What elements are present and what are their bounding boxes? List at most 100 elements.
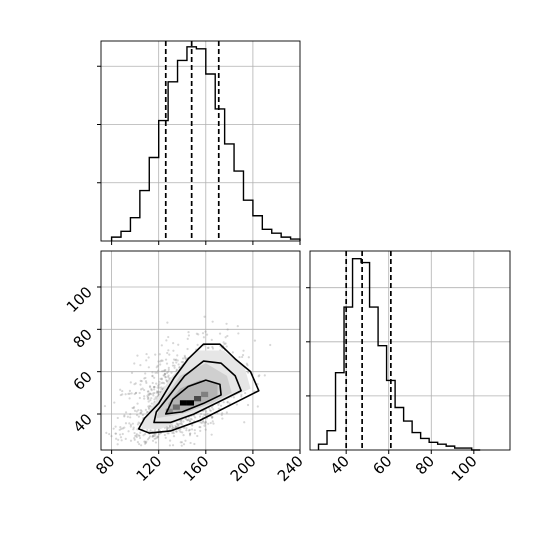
histogram-bar xyxy=(130,218,139,241)
scatter-point xyxy=(157,393,160,396)
scatter-point xyxy=(165,362,169,365)
histogram-bar xyxy=(327,431,336,450)
scatter-point xyxy=(182,360,185,364)
scatter-point xyxy=(186,419,190,422)
scatter-point xyxy=(139,364,142,367)
scatter-point xyxy=(189,417,192,421)
scatter-point xyxy=(253,339,257,342)
scatter-point xyxy=(134,382,137,385)
scatter-point xyxy=(128,422,131,425)
scatter-point xyxy=(140,410,143,413)
scatter-point xyxy=(151,381,154,385)
scatter-point xyxy=(133,392,136,396)
scatter-point xyxy=(156,435,160,439)
histogram-bar xyxy=(370,307,379,450)
density-cell xyxy=(172,404,180,410)
y-tick-label: 40 xyxy=(70,410,96,436)
scatter-point xyxy=(133,431,136,435)
scatter-point xyxy=(159,360,162,363)
histogram-bar xyxy=(140,191,149,241)
scatter-point xyxy=(199,412,203,416)
scatter-point xyxy=(153,391,156,395)
scatter-point xyxy=(247,356,250,359)
scatter-point xyxy=(204,421,208,424)
scatter-point xyxy=(191,424,194,427)
scatter-point xyxy=(164,376,167,379)
scatter-point xyxy=(160,388,163,391)
scatter-point xyxy=(163,374,166,377)
scatter-point xyxy=(144,440,147,443)
scatter-point xyxy=(204,421,207,424)
scatter-point xyxy=(124,411,128,414)
scatter-point xyxy=(156,386,159,389)
scatter-point xyxy=(153,433,156,436)
scatter-point xyxy=(138,391,141,395)
scatter-point xyxy=(236,325,239,328)
scatter-point xyxy=(174,426,177,429)
scatter-point xyxy=(149,386,152,389)
scatter-point xyxy=(167,368,170,371)
scatter-point xyxy=(163,382,166,385)
scatter-point xyxy=(148,392,151,395)
scatter-point xyxy=(171,431,174,435)
scatter-point xyxy=(246,364,249,367)
histogram-bar xyxy=(438,444,447,450)
scatter-point xyxy=(212,422,215,425)
scatter-point xyxy=(119,433,122,436)
scatter-point xyxy=(183,354,186,357)
scatter-point xyxy=(144,441,148,444)
scatter-point xyxy=(175,361,178,364)
scatter-point xyxy=(226,328,229,331)
scatter-point xyxy=(150,397,153,400)
scatter-point xyxy=(189,441,192,445)
scatter-point xyxy=(153,398,156,401)
scatter-point xyxy=(148,436,151,440)
scatter-point xyxy=(121,427,125,430)
scatter-point xyxy=(138,442,141,446)
scatter-point xyxy=(155,366,158,369)
contour-line xyxy=(164,379,222,415)
scatter-point xyxy=(165,379,168,382)
scatter-point xyxy=(228,402,231,405)
scatter-point xyxy=(208,407,211,410)
scatter-point xyxy=(186,337,189,340)
contour-line xyxy=(137,343,260,434)
scatter-point xyxy=(151,439,155,442)
scatter-point xyxy=(207,346,210,349)
scatter-point xyxy=(148,392,152,395)
scatter-point xyxy=(132,426,135,429)
density-cell xyxy=(179,400,187,406)
scatter-point xyxy=(146,438,150,441)
scatter-point xyxy=(140,380,143,383)
scatter-point xyxy=(167,374,170,377)
scatter-point xyxy=(160,386,163,389)
x-tick-label: 40 xyxy=(327,452,353,478)
scatter-point xyxy=(128,392,131,395)
scatter-point xyxy=(158,386,161,389)
scatter-point xyxy=(139,411,143,415)
scatter-point xyxy=(115,437,118,440)
scatter-point xyxy=(202,420,205,424)
scatter-point xyxy=(182,433,185,437)
scatter-point xyxy=(113,401,116,404)
scatter-point xyxy=(172,434,176,438)
scatter-point xyxy=(146,394,149,397)
scatter-point xyxy=(158,380,161,383)
scatter-point xyxy=(143,440,146,443)
scatter-point xyxy=(136,354,139,357)
scatter-point xyxy=(209,409,212,412)
scatter-point xyxy=(231,351,234,354)
scatter-point xyxy=(175,422,178,425)
scatter-point xyxy=(121,389,124,393)
scatter-point xyxy=(178,429,181,432)
scatter-point xyxy=(124,393,127,396)
scatter-point xyxy=(190,428,194,431)
scatter-point xyxy=(153,429,156,432)
scatter-point xyxy=(223,342,226,346)
scatter-point xyxy=(163,369,166,372)
histogram-bar xyxy=(404,421,413,450)
scatter-point xyxy=(199,429,202,432)
scatter-point xyxy=(247,371,250,374)
scatter-point xyxy=(169,425,172,428)
scatter-point xyxy=(188,428,191,431)
